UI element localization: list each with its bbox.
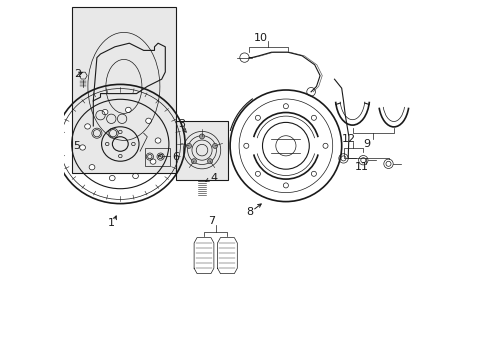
Text: 2: 2 xyxy=(74,69,81,79)
Text: 4: 4 xyxy=(210,173,217,183)
Ellipse shape xyxy=(125,107,131,113)
Ellipse shape xyxy=(80,145,85,150)
Text: 6: 6 xyxy=(171,152,179,162)
Ellipse shape xyxy=(89,165,95,170)
Circle shape xyxy=(186,143,191,148)
Text: 12: 12 xyxy=(341,134,355,144)
Text: 3: 3 xyxy=(178,119,184,129)
Ellipse shape xyxy=(102,109,108,115)
Text: 10: 10 xyxy=(253,33,267,43)
Ellipse shape xyxy=(84,124,90,129)
Circle shape xyxy=(199,134,204,139)
Ellipse shape xyxy=(155,138,161,143)
Circle shape xyxy=(212,143,217,148)
Bar xyxy=(176,121,228,180)
Text: 7: 7 xyxy=(208,216,215,226)
Ellipse shape xyxy=(150,159,156,164)
Text: 5: 5 xyxy=(73,141,81,151)
Ellipse shape xyxy=(145,118,151,123)
Bar xyxy=(145,148,170,166)
Circle shape xyxy=(191,159,196,164)
Bar xyxy=(176,121,228,180)
Bar xyxy=(72,7,176,173)
Bar xyxy=(72,7,176,173)
Text: 11: 11 xyxy=(354,162,368,172)
Text: 1: 1 xyxy=(107,218,115,228)
Ellipse shape xyxy=(132,173,138,179)
Circle shape xyxy=(207,159,212,164)
Ellipse shape xyxy=(109,175,115,181)
Text: 9: 9 xyxy=(363,139,370,149)
Text: 8: 8 xyxy=(246,207,253,217)
